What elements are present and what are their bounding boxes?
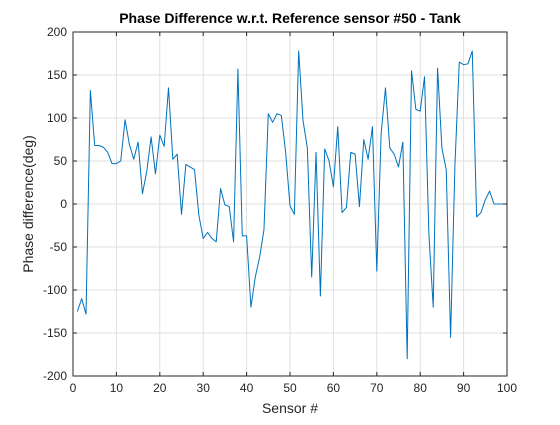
- x-tick-label: 50: [283, 381, 297, 395]
- x-axis-label: Sensor #: [262, 400, 318, 416]
- axes: [72, 31, 508, 377]
- y-tick-label: 50: [54, 154, 68, 168]
- y-tick-label: -50: [50, 240, 68, 254]
- x-tick-label: 30: [197, 381, 211, 395]
- y-tick-label: -100: [43, 283, 67, 297]
- y-tick-label: 100: [47, 111, 67, 125]
- tick-labels: 0 10 20 30 40 50 60 70 80 90 100 -200 -150 -100 -50 0 50…: [43, 25, 517, 395]
- x-tick-label: 0: [70, 381, 77, 395]
- y-tick-label: -200: [43, 369, 67, 383]
- y-axis-label: Phase difference(deg): [20, 135, 36, 273]
- x-tick-label: 20: [153, 381, 167, 395]
- data-layer: [76, 50, 507, 360]
- series-line: [76, 50, 507, 360]
- x-tick-label: 100: [497, 381, 517, 395]
- x-tick-label: 70: [370, 381, 384, 395]
- x-tick-label: 40: [240, 381, 254, 395]
- chart-title: Phase Difference w.r.t. Reference sensor…: [119, 10, 461, 26]
- y-tick-label: 200: [47, 25, 67, 39]
- x-tick-label: 10: [110, 381, 124, 395]
- y-tick-label: 150: [47, 68, 67, 82]
- x-tick-label: 80: [414, 381, 428, 395]
- y-tick-label: 0: [60, 197, 67, 211]
- x-tick-label: 60: [327, 381, 341, 395]
- x-tick-label: 90: [457, 381, 471, 395]
- y-tick-label: -150: [43, 326, 67, 340]
